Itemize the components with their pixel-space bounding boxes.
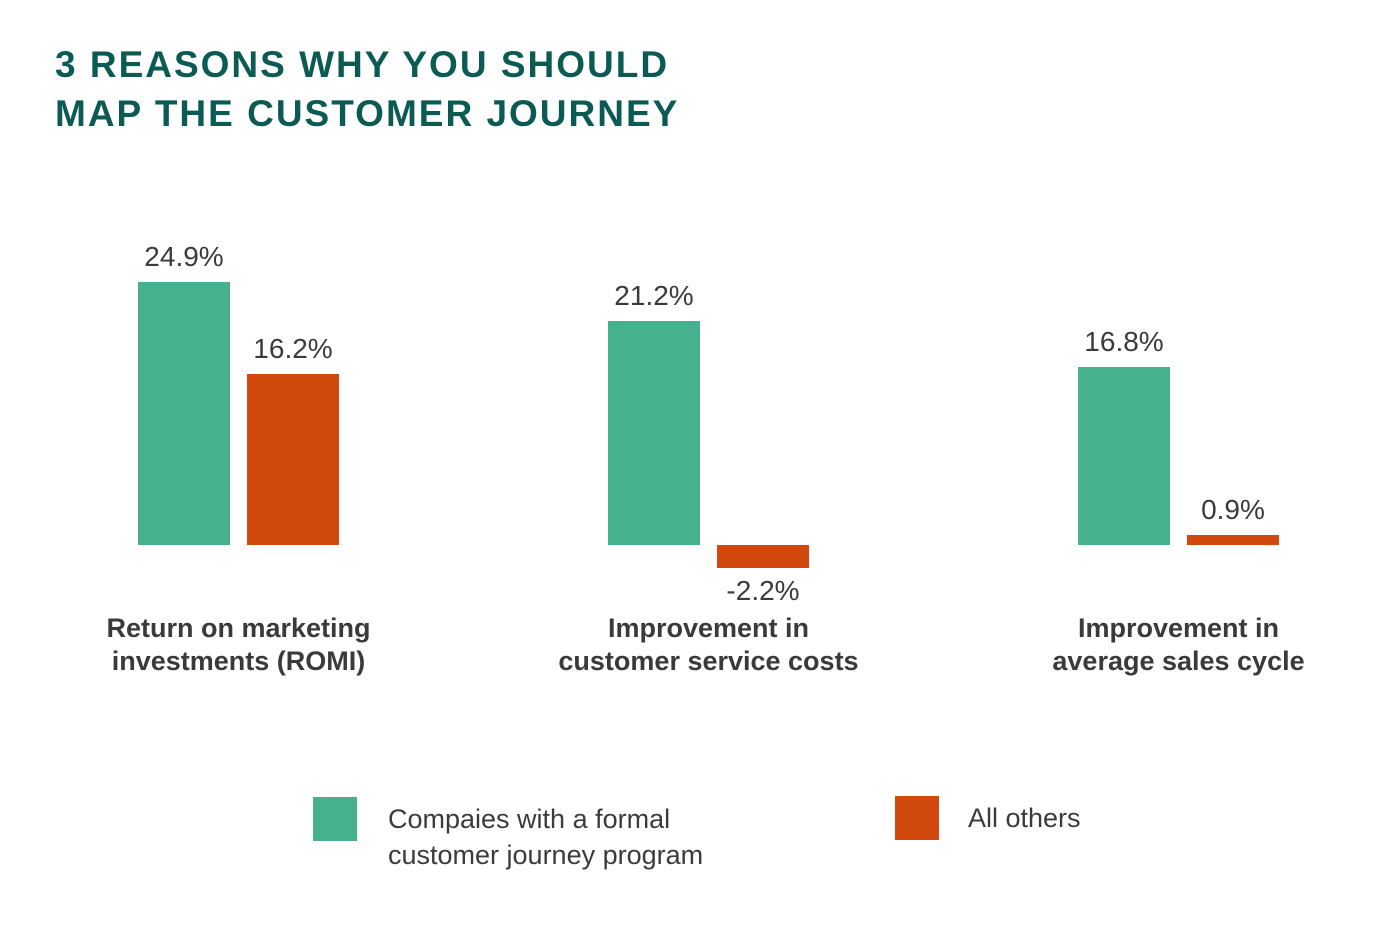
value-label-formal-program: 21.2% [614, 280, 694, 311]
page-title-line-1: 3 REASONS WHY YOU SHOULD [55, 44, 670, 85]
category-label-service-costs: Improvement in customer service costs [509, 612, 909, 678]
bar-all-others [247, 374, 339, 545]
page-title-line-2: MAP THE CUSTOMER JOURNEY [55, 93, 680, 134]
value-label-all-others: -2.2% [726, 575, 800, 606]
category-label-line: Return on marketing [106, 613, 371, 643]
bar-all-others [1187, 535, 1279, 545]
bar-all-others [717, 545, 809, 568]
category-label-line: investments (ROMI) [111, 646, 366, 676]
value-label-all-others: 0.9% [1201, 494, 1265, 525]
bar-formal-program [1078, 367, 1170, 545]
category-label-line: Improvement in [607, 613, 810, 643]
page-title: 3 REASONS WHY YOU SHOULD MAP THE CUSTOME… [55, 40, 679, 138]
value-label-all-others: 16.2% [253, 333, 333, 364]
category-label-line: Improvement in [1077, 613, 1280, 643]
category-label-line: customer service costs [558, 646, 859, 676]
bar-formal-program [138, 282, 230, 545]
category-label-sales-cycle: Improvement in average sales cycle [979, 612, 1379, 678]
value-label-formal-program: 16.8% [1084, 326, 1164, 357]
category-label-line: average sales cycle [1052, 646, 1305, 676]
bar-formal-program [608, 321, 700, 545]
category-label-romi: Return on marketing investments (ROMI) [39, 612, 439, 678]
value-label-formal-program: 24.9% [144, 241, 224, 272]
